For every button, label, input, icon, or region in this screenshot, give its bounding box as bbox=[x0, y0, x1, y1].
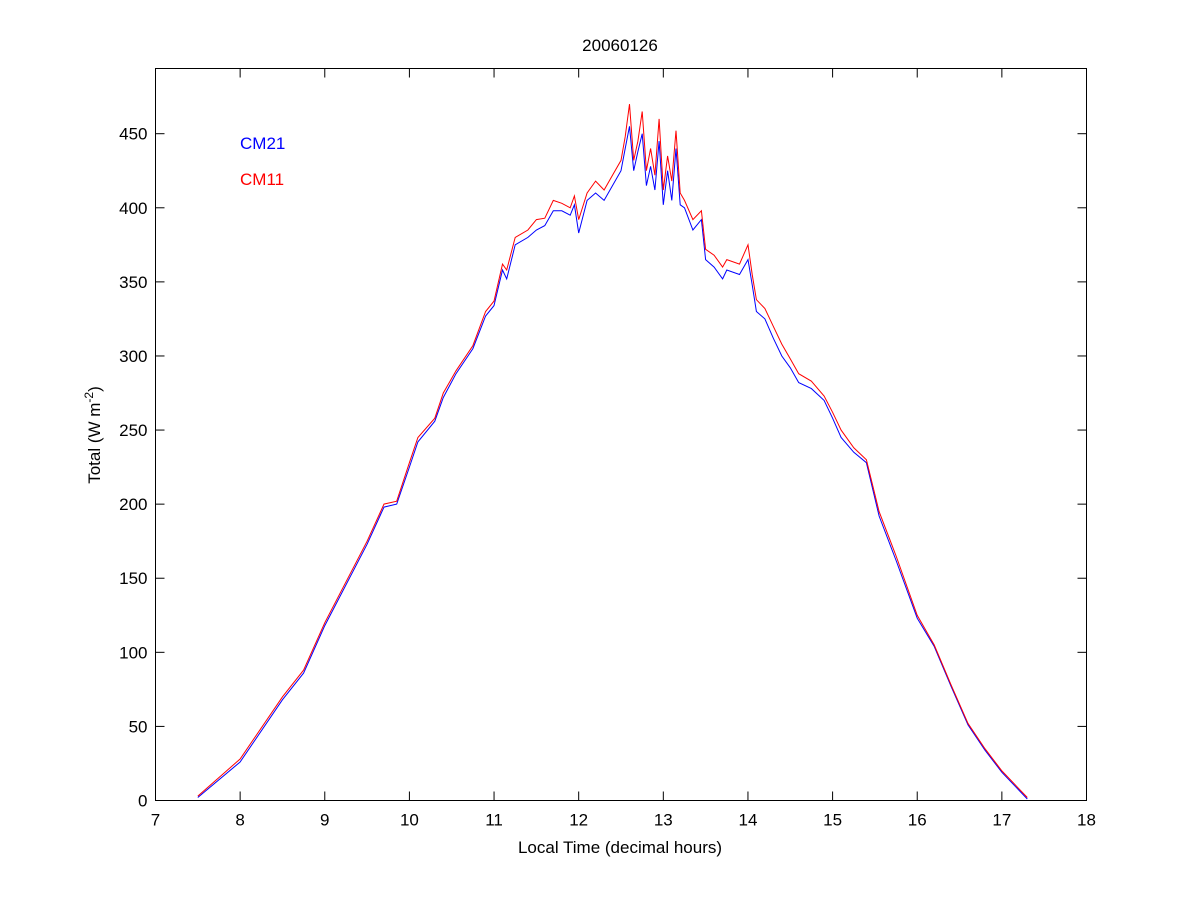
x-tick-label: 13 bbox=[654, 811, 673, 830]
y-tick-label: 100 bbox=[119, 643, 147, 662]
y-axis-label: Total (W m-2) bbox=[82, 386, 104, 484]
x-tick-label: 18 bbox=[1077, 811, 1096, 830]
x-tick-label: 10 bbox=[400, 811, 419, 830]
y-tick-label: 250 bbox=[119, 421, 147, 440]
y-tick-label: 200 bbox=[119, 495, 147, 514]
y-tick-label: 50 bbox=[129, 717, 148, 736]
axis-ticks: 7 8 9 10 11 12 13 14 15 16 17 18 0 50 100 150 200 250 300 3… bbox=[119, 68, 1096, 830]
legend-entry-cm21: CM21 bbox=[240, 134, 285, 153]
y-tick-label: 450 bbox=[119, 125, 147, 144]
legend-entry-cm11: CM11 bbox=[240, 170, 284, 189]
y-tick-label: 350 bbox=[119, 273, 147, 292]
x-axis-label: Local Time (decimal hours) bbox=[518, 838, 722, 857]
y-tick-label: 0 bbox=[138, 792, 147, 811]
x-tick-label: 8 bbox=[235, 811, 244, 830]
x-tick-label: 17 bbox=[992, 811, 1011, 830]
x-tick-label: 14 bbox=[738, 811, 757, 830]
x-tick-label: 9 bbox=[320, 811, 329, 830]
x-tick-label: 16 bbox=[908, 811, 927, 830]
y-axis-label-main: Total (W m bbox=[85, 403, 104, 484]
plot-area-frame bbox=[155, 68, 1087, 801]
x-tick-label: 12 bbox=[569, 811, 588, 830]
x-tick-label: 7 bbox=[151, 811, 160, 830]
y-axis-label-end: ) bbox=[85, 386, 104, 392]
y-tick-label: 400 bbox=[119, 199, 147, 218]
y-tick-label: 150 bbox=[119, 569, 147, 588]
x-tick-label: 11 bbox=[485, 811, 503, 830]
y-axis-label-exponent: -2 bbox=[82, 392, 96, 403]
x-tick-label: 15 bbox=[823, 811, 842, 830]
chart-title: 20060126 bbox=[582, 36, 658, 55]
series-line-cm11 bbox=[197, 104, 1028, 798]
series-line-cm21 bbox=[197, 126, 1028, 800]
y-tick-label: 300 bbox=[119, 347, 147, 366]
series-layer bbox=[197, 104, 1028, 800]
